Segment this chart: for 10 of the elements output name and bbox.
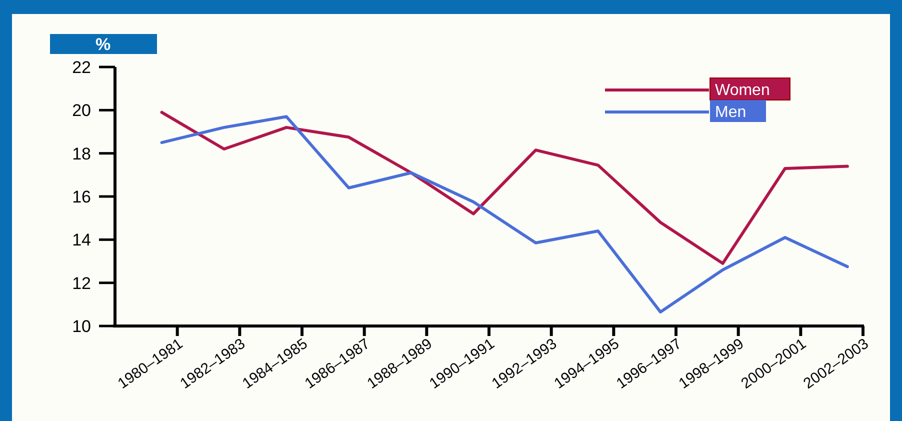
y-tick-label: 16	[72, 188, 91, 206]
text: Men	[715, 104, 746, 121]
y-tick-label: 20	[72, 101, 91, 120]
y-tick-label: 18	[72, 144, 91, 164]
y-tick-label: 10	[72, 317, 91, 336]
text: Women	[715, 82, 770, 99]
y-axis-title: %	[95, 35, 111, 54]
y-tick-label: 12	[72, 274, 91, 293]
y-tick-label: 22	[72, 58, 91, 77]
y-tick-label: 14	[72, 230, 91, 250]
